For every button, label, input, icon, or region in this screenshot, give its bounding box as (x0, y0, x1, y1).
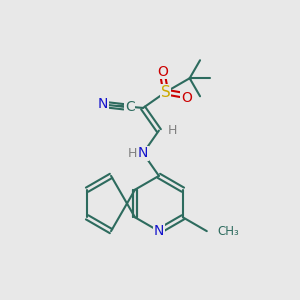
Text: H: H (128, 147, 137, 160)
Text: C: C (125, 100, 135, 114)
Text: N: N (154, 224, 164, 238)
Text: O: O (181, 91, 192, 105)
Text: O: O (157, 64, 168, 79)
Text: H: H (168, 124, 177, 137)
Text: N: N (98, 98, 108, 111)
Text: CH₃: CH₃ (217, 225, 239, 238)
Text: S: S (161, 85, 171, 100)
Text: N: N (138, 146, 148, 160)
